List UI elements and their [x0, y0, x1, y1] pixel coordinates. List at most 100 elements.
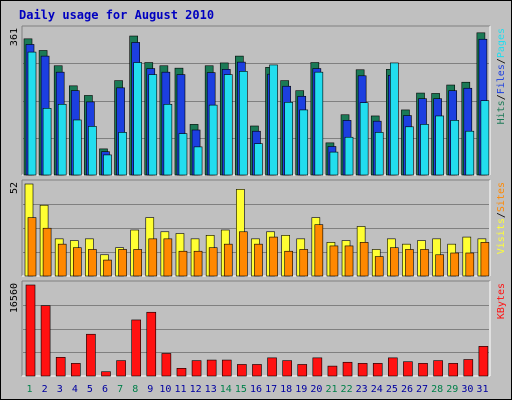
- bar-kbytes: [252, 364, 262, 377]
- legend-entry: /: [496, 212, 507, 218]
- x-tick-label: 15: [235, 384, 247, 395]
- bar-kbytes: [237, 364, 247, 377]
- bar-kbytes: [478, 346, 489, 377]
- bar-kbytes: [312, 357, 323, 377]
- bar-pages: [344, 136, 354, 176]
- bar-pages: [27, 51, 37, 176]
- x-tick-label: 23: [356, 384, 368, 395]
- y-axis-max-label: 16560: [9, 283, 20, 313]
- bar-kbytes: [25, 284, 36, 377]
- bar-sites: [239, 231, 248, 277]
- bar-pages: [133, 62, 142, 176]
- legend-entry: Pages: [496, 28, 507, 58]
- legend-entry: Files: [496, 64, 507, 94]
- bar-kbytes: [282, 360, 292, 377]
- legend-label: Visits/Sites: [496, 182, 507, 254]
- bar-sites: [208, 247, 218, 277]
- bar-sites: [88, 249, 97, 277]
- bar-kbytes: [403, 361, 413, 377]
- x-tick-label: 28: [431, 384, 443, 395]
- bar-sites: [254, 243, 263, 277]
- bar-kbytes: [342, 361, 353, 377]
- bar-kbytes: [176, 368, 187, 377]
- x-tick-label: 2: [42, 384, 48, 395]
- bar-kbytes: [191, 360, 202, 377]
- bar-sites: [27, 217, 37, 277]
- bar-sites: [269, 236, 278, 277]
- legend-entry: Visits: [496, 218, 507, 254]
- x-tick-label: 29: [446, 384, 458, 395]
- x-tick-label: 9: [147, 384, 153, 395]
- bar-kbytes: [86, 333, 96, 377]
- page-title: Daily usage for August 2010: [19, 8, 215, 22]
- x-tick-label: 27: [416, 384, 428, 395]
- bar-sites: [435, 254, 444, 277]
- bar-kbytes: [221, 359, 232, 377]
- bar-sites: [390, 247, 399, 277]
- x-tick-label: 16: [250, 384, 262, 395]
- bar-sites: [465, 252, 475, 277]
- bar-pages: [359, 102, 369, 176]
- bar-kbytes: [55, 357, 66, 377]
- bar-sites: [72, 247, 82, 277]
- bar-sites: [284, 250, 293, 277]
- bar-kbytes: [433, 360, 443, 377]
- bar-sites: [450, 252, 460, 277]
- bar-pages: [299, 109, 309, 176]
- bar-kbytes: [297, 364, 308, 377]
- bar-pages: [314, 71, 324, 176]
- legend-entry: /: [496, 94, 507, 100]
- bar-sites: [344, 245, 354, 277]
- bar-sites: [57, 243, 67, 277]
- bar-pages: [208, 104, 218, 176]
- bar-pages: [163, 104, 173, 176]
- bar-sites: [329, 245, 339, 277]
- bar-pages: [223, 74, 233, 176]
- bar-pages: [405, 126, 414, 176]
- bar-pages: [57, 104, 67, 176]
- bar-kbytes: [267, 357, 277, 377]
- bar-sites: [163, 238, 173, 277]
- bar-pages: [465, 130, 475, 176]
- bar-sites: [178, 250, 188, 277]
- bar-pages: [239, 71, 248, 176]
- bar-pages: [42, 108, 52, 176]
- y-axis-max-label: 361: [9, 28, 20, 46]
- legend-label: KBytes: [496, 283, 507, 319]
- legend-entry: /: [496, 58, 507, 64]
- x-tick-label: 8: [132, 384, 138, 395]
- x-tick-label: 7: [117, 384, 123, 395]
- legend-label: Hits/Files/Pages: [496, 28, 507, 124]
- x-tick-label: 5: [87, 384, 93, 395]
- bar-pages: [178, 133, 188, 176]
- bar-sites: [133, 249, 142, 277]
- bar-sites: [359, 242, 369, 277]
- x-tick-label: 14: [220, 384, 232, 395]
- bar-pages: [374, 132, 384, 176]
- legend-entry: Sites: [496, 182, 507, 212]
- x-tick-label: 22: [341, 384, 353, 395]
- legend-entry: KBytes: [496, 283, 507, 319]
- bar-sites: [374, 256, 384, 277]
- x-tick-label: 25: [386, 384, 398, 395]
- bar-pages: [450, 120, 460, 176]
- bar-kbytes: [101, 371, 111, 377]
- bar-kbytes: [448, 363, 459, 377]
- bar-pages: [254, 143, 263, 176]
- x-tick-label: 17: [265, 384, 277, 395]
- x-tick-label: 4: [72, 384, 78, 395]
- bar-pages: [193, 146, 203, 176]
- x-tick-label: 6: [102, 384, 108, 395]
- bar-pages: [284, 101, 293, 176]
- plot-area: [22, 281, 490, 376]
- x-tick-label: 26: [401, 384, 413, 395]
- bar-sites: [42, 227, 52, 277]
- bar-kbytes: [70, 363, 81, 377]
- bar-pages: [103, 154, 112, 176]
- x-tick-label: 10: [159, 384, 171, 395]
- x-tick-label: 3: [57, 384, 63, 395]
- bar-pages: [72, 119, 82, 176]
- x-tick-label: 24: [371, 384, 383, 395]
- bar-kbytes: [388, 357, 398, 377]
- bar-sites: [193, 250, 203, 277]
